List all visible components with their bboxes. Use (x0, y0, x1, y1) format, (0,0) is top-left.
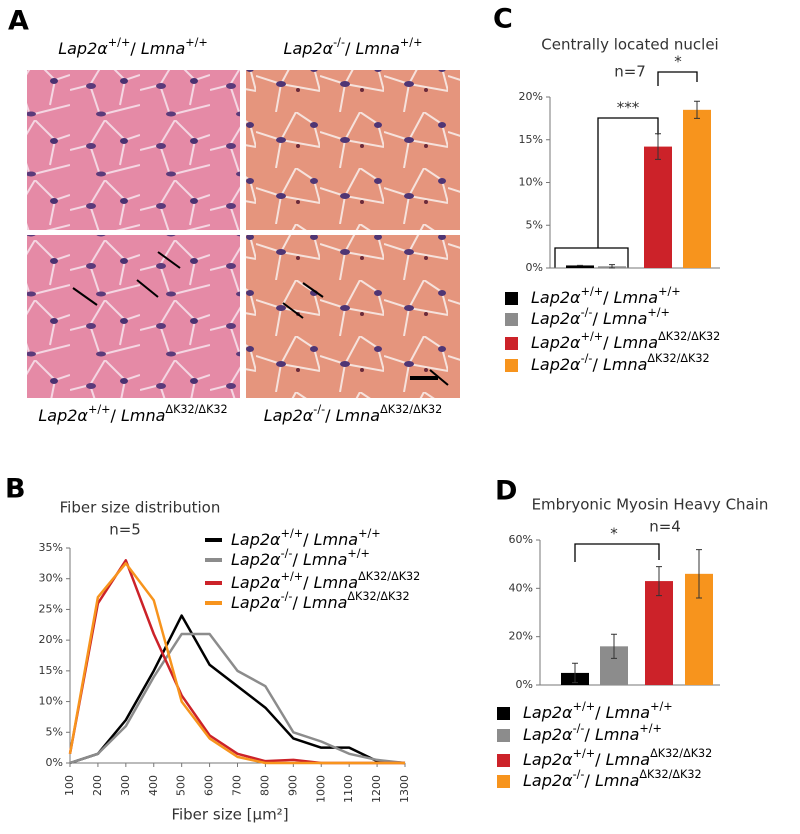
x-tick-label: 100 (63, 775, 76, 796)
legend-swatch (505, 313, 518, 326)
histology-image (246, 235, 460, 398)
y-tick-label: 10% (39, 695, 63, 708)
bar (683, 109, 711, 268)
histology-image (27, 70, 240, 230)
error-bar (696, 549, 702, 599)
legend-label: Lap2α-/-/ LmnaΔK32/ΔK32 (531, 352, 710, 374)
arrows (72, 251, 449, 386)
line-series (69, 632, 406, 765)
image-label: Lap2α+/+/ Lmna+/+ (58, 36, 208, 58)
y-tick-label: 0% (526, 261, 543, 274)
legend-label: Lap2α+/+/ LmnaΔK32/ΔK32 (231, 570, 420, 592)
bracket (657, 71, 698, 86)
legend-label: Lap2α-/-/ Lmna+/+ (523, 722, 662, 744)
x-tick-label: 900 (286, 775, 299, 796)
y-tick-label: 60% (509, 533, 533, 546)
error-bar (694, 100, 700, 119)
chart-title: Embryonic Myosin Heavy Chain (532, 496, 769, 514)
legend-swatch (497, 707, 510, 720)
y-tick-label: 20% (519, 90, 543, 103)
error-bar (611, 633, 617, 659)
legend-label: Lap2α+/+/ LmnaΔK32/ΔK32 (523, 747, 712, 769)
x-tick-label: 500 (175, 775, 188, 796)
error-bar (656, 566, 662, 597)
legend-label: Lap2α-/-/ LmnaΔK32/ΔK32 (231, 590, 410, 612)
legend-label: Lap2α-/-/ LmnaΔK32/ΔK32 (523, 768, 702, 790)
legend-swatch (497, 775, 510, 788)
legend-label: Lap2α+/+/ Lmna+/+ (231, 527, 381, 549)
y-tick-label: 40% (509, 581, 533, 594)
panel-letter: B (5, 474, 26, 505)
line-series (69, 614, 406, 765)
y-tick-label: 35% (39, 541, 63, 554)
chart-title: Fiber size distribution (60, 499, 221, 517)
line-series (68, 562, 405, 765)
panel-letter: D (495, 476, 517, 507)
legend-label: Lap2α+/+/ LmnaΔK32/ΔK32 (531, 330, 720, 352)
legend-swatch (497, 729, 510, 742)
legend-label: Lap2α-/-/ Lmna+/+ (231, 547, 370, 569)
legend-swatch (497, 754, 510, 767)
image-label: Lap2α+/+/ LmnaΔK32/ΔK32 (38, 403, 227, 425)
y-tick-label: 0% (516, 678, 533, 691)
x-tick-label: 800 (258, 775, 271, 796)
legend-swatch (505, 337, 518, 350)
y-tick-label: 20% (39, 633, 63, 646)
x-tick-label: 1000 (314, 775, 327, 803)
x-tick-label: 200 (91, 775, 104, 796)
significance-label: *** (617, 99, 640, 117)
bracket (554, 117, 659, 268)
x-tick-label: 1300 (398, 775, 411, 803)
x-tick-label: 1200 (370, 775, 383, 803)
y-tick-label: 10% (519, 176, 543, 189)
x-tick-label: 300 (119, 775, 132, 796)
y-tick-label: 20% (509, 630, 533, 643)
chart-subtitle: n=5 (109, 521, 141, 539)
chart-subtitle: n=4 (649, 518, 681, 536)
significance-label: * (610, 525, 618, 543)
y-tick-label: 30% (39, 572, 63, 585)
y-tick-label: 25% (39, 602, 63, 615)
image-label: Lap2α-/-/ Lmna+/+ (284, 36, 423, 58)
chart-subtitle: n=7 (614, 63, 646, 81)
y-tick-label: 15% (39, 664, 63, 677)
x-axis-label: Fiber size [μm²] (171, 806, 288, 824)
y-tick-label: 15% (519, 133, 543, 146)
legend-label: Lap2α+/+/ Lmna+/+ (523, 700, 673, 722)
histology-image (27, 235, 240, 398)
significance-label: * (674, 53, 682, 71)
y-tick-label: 0% (46, 756, 63, 769)
x-tick-label: 1100 (342, 775, 355, 803)
legend-label: Lap2α-/-/ Lmna+/+ (531, 306, 670, 328)
legend-swatch (505, 359, 518, 372)
panel-letter: C (493, 4, 513, 35)
bar (566, 265, 594, 268)
x-tick-label: 400 (147, 775, 160, 796)
panel-letter: A (8, 6, 29, 37)
error-bar (609, 264, 615, 269)
bracket (574, 543, 660, 562)
y-tick-label: 5% (46, 725, 63, 738)
legend-swatch (505, 292, 518, 305)
chart-title: Centrally located nuclei (541, 36, 718, 54)
bar (645, 581, 673, 685)
histology-image (246, 70, 460, 230)
error-bar (655, 133, 661, 160)
error-bar (572, 662, 578, 684)
legend-label: Lap2α+/+/ Lmna+/+ (531, 285, 681, 307)
x-tick-label: 700 (231, 775, 244, 796)
image-label: Lap2α-/-/ LmnaΔK32/ΔK32 (264, 403, 443, 425)
x-tick-label: 600 (203, 775, 216, 796)
y-tick-label: 5% (526, 218, 543, 231)
bar (644, 146, 672, 268)
